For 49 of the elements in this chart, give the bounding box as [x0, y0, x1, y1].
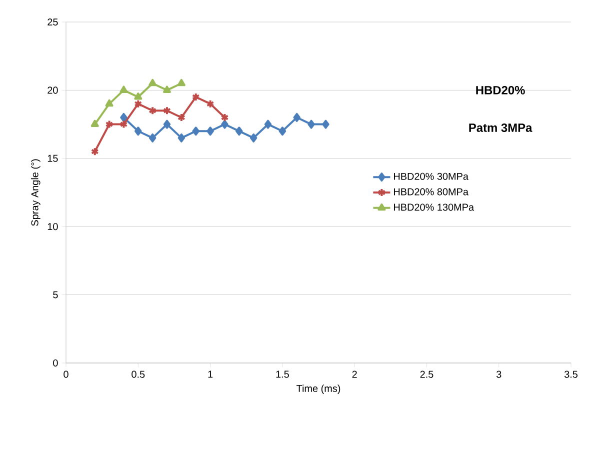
y-tick-label: 5 [53, 291, 58, 298]
legend-label: HBD20% 80MPa [394, 188, 468, 196]
annotation: Patm 3MPa [469, 123, 532, 132]
x-tick-label: 2 [352, 370, 357, 378]
point [162, 106, 172, 116]
x-axis-title: Time (ms) [296, 384, 340, 394]
point [206, 126, 214, 136]
y-tick-label: 0 [53, 359, 58, 367]
point [322, 120, 330, 129]
point [120, 120, 128, 129]
point [120, 112, 128, 122]
y-tick-label: 20 [48, 86, 58, 94]
point [192, 126, 200, 136]
x-tick-label: 3.5 [564, 370, 578, 378]
legend-label: HBD20% 130MPa [394, 204, 474, 211]
point [236, 126, 243, 136]
point [148, 78, 157, 86]
point [105, 120, 114, 129]
point [264, 120, 272, 129]
point [250, 133, 258, 142]
legend-label: HBD20% 30MPa [394, 172, 468, 180]
point [148, 106, 157, 116]
x-tick-label: 2.5 [420, 370, 434, 378]
point [134, 92, 142, 100]
point [308, 120, 315, 129]
point [148, 133, 156, 142]
y-axis-title: Spray Angle (°) [31, 159, 40, 226]
x-tick-label: 1 [208, 370, 213, 378]
point [221, 120, 228, 129]
point [105, 99, 114, 107]
y-tick-label: 25 [48, 18, 58, 26]
point [177, 78, 186, 86]
point [163, 120, 171, 129]
point [178, 133, 186, 142]
annotation: HBD20% [476, 86, 525, 94]
x-tick-label: 0 [64, 370, 68, 378]
point [293, 112, 300, 122]
point [120, 86, 128, 93]
point [162, 86, 172, 93]
point [278, 126, 286, 136]
point [134, 126, 142, 136]
x-tick-label: 1.5 [276, 370, 289, 378]
point [206, 99, 214, 108]
point [90, 120, 99, 128]
point [134, 99, 142, 108]
x-tick-label: 3 [496, 370, 502, 378]
y-tick-label: 15 [48, 154, 58, 162]
y-tick-label: 10 [48, 223, 58, 230]
x-tick-label: 0.5 [132, 370, 145, 378]
